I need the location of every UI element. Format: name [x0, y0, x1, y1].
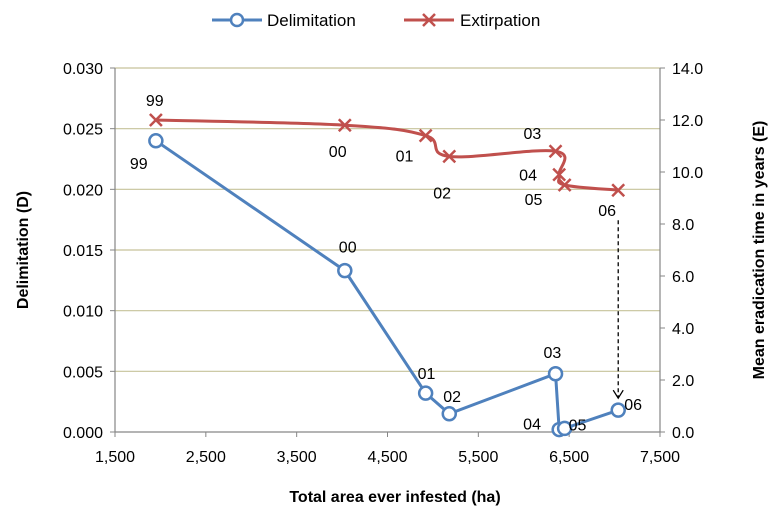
extirpation-marker [418, 128, 433, 143]
left-axis-ticks: 0.000 0.005 0.010 0.015 0.020 0.025 0.030 [63, 61, 115, 442]
delimitation-marker [547, 366, 564, 382]
delimitation-data-label: 01 [418, 366, 436, 383]
left-tick-label: 0.005 [63, 364, 103, 381]
delimitation-marker [441, 406, 458, 422]
legend-label-delimitation: Delimitation [267, 11, 356, 30]
left-tick-label: 0.010 [63, 304, 103, 321]
delimitation-data-label: 05 [569, 417, 587, 434]
x-tick-label: 5,500 [458, 449, 498, 466]
left-tick-label: 0.030 [63, 61, 103, 78]
delimitation-data-label: 00 [339, 240, 357, 257]
right-tick-label: 14.0 [672, 61, 703, 78]
extirpation-data-label: 03 [524, 126, 542, 143]
legend-marker-delimitation [229, 12, 245, 28]
extirpation-marker [557, 178, 572, 192]
x-tick-label: 7,500 [640, 449, 680, 466]
delimitation-data-label: 04 [523, 417, 541, 434]
x-axis-title: Total area ever infested (ha) [289, 489, 500, 506]
legend-item-delimitation: Delimitation [212, 11, 356, 30]
extirpation-data-label: 02 [433, 185, 451, 202]
extirpation-marker [148, 113, 163, 127]
right-tick-label: 8.0 [672, 217, 694, 234]
delimitation-marker [610, 402, 626, 418]
right-tick-label: 0.0 [672, 425, 694, 442]
right-axis-ticks: 0.0 2.0 4.0 6.0 8.0 10.0 12.0 14.0 [660, 61, 703, 442]
x-tick-label: 1,500 [95, 449, 135, 466]
legend-marker-extirpation [422, 13, 436, 27]
plot-series [148, 113, 626, 438]
legend-label-extirpation: Extirpation [460, 11, 540, 30]
left-axis-title: Delimitation (D) [15, 191, 32, 309]
extirpation-data-label: 05 [525, 192, 543, 209]
delimitation-marker [556, 420, 573, 437]
extirpation-marker [552, 167, 567, 182]
delimitation-data-label: 06 [624, 397, 642, 414]
x-tick-label: 2,500 [186, 449, 226, 466]
x-axis-ticks: 1,500 2,500 3,500 4,500 5,500 6,500 7,500 [95, 432, 680, 466]
extirpation-data-label: 04 [519, 168, 537, 185]
extirpation-marker [611, 183, 626, 198]
delimitation-data-label: 02 [443, 389, 461, 406]
data-labels: 99 00 01 02 03 04 05 06 99 00 01 02 03 04 05 06 [130, 93, 642, 434]
extirpation-line [155, 118, 619, 192]
extirpation-marker [442, 149, 457, 164]
delimitation-marker [148, 133, 164, 149]
left-tick-label: 0.025 [63, 122, 103, 139]
right-tick-label: 10.0 [672, 165, 703, 182]
x-tick-label: 6,500 [549, 449, 589, 466]
x-tick-label: 4,500 [367, 449, 407, 466]
right-tick-label: 6.0 [672, 269, 694, 286]
extirpation-data-label: 00 [329, 144, 347, 161]
left-tick-label: 0.015 [63, 243, 103, 260]
drop-arrowhead-06 [612, 389, 624, 400]
extirpation-marker [337, 118, 352, 133]
legend: Delimitation Extirpation [212, 11, 540, 30]
delimitation-line [155, 139, 619, 432]
delimitation-data-label: 99 [130, 156, 148, 173]
gridlines [114, 67, 661, 433]
extirpation-marker [548, 144, 563, 159]
delimitation-data-label: 03 [544, 345, 562, 362]
delimitation-marker [417, 385, 434, 401]
right-axis-title: Mean eradication time in years (E) [751, 121, 768, 380]
delimitation-marker [337, 262, 353, 279]
left-tick-label: 0.020 [63, 182, 103, 199]
extirpation-data-label: 01 [396, 149, 414, 166]
left-tick-label: 0.000 [63, 425, 103, 442]
x-tick-label: 3,500 [277, 449, 317, 466]
legend-item-extirpation: Extirpation [404, 11, 540, 30]
extirpation-data-label: 06 [598, 203, 616, 220]
extirpation-data-label: 99 [146, 93, 164, 110]
right-tick-label: 12.0 [672, 113, 703, 130]
right-tick-label: 2.0 [672, 373, 694, 390]
right-tick-label: 4.0 [672, 321, 694, 338]
